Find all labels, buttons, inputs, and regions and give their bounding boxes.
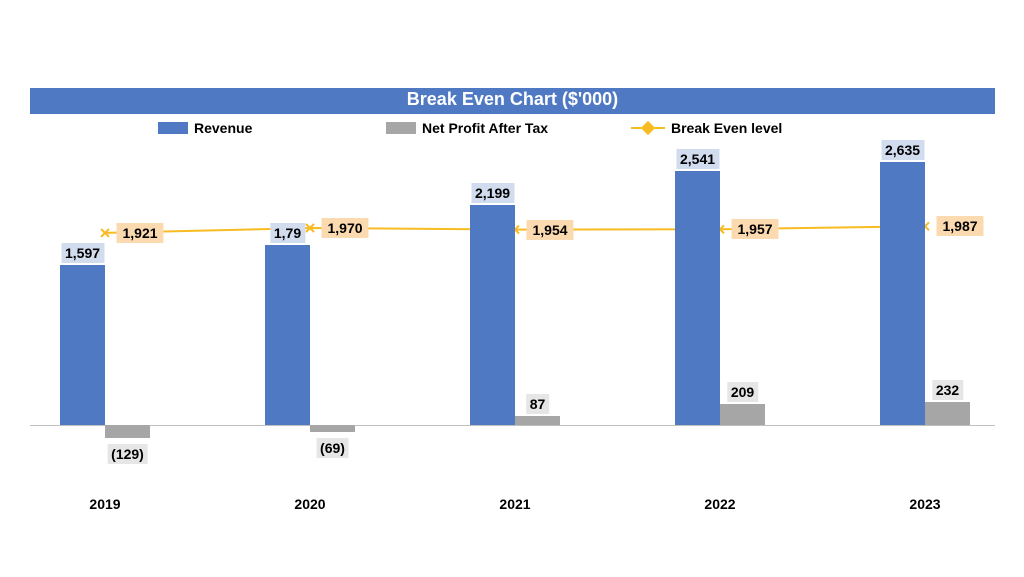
bar-revenue-2023: [880, 162, 925, 426]
label-revenue-2021: 2,199: [471, 183, 514, 203]
label-netprofit-2023: 232: [932, 380, 963, 400]
bar-netprofit-2019: [105, 425, 150, 438]
label-breakeven-2019: 1,921: [116, 223, 163, 243]
label-revenue-2020: 1,79: [270, 223, 305, 243]
plot-area: 1,597(129)1,79(69)2,199872,5412092,63523…: [30, 150, 995, 460]
label-netprofit-2021: 87: [526, 394, 550, 414]
legend-swatch-break-even: [631, 122, 665, 134]
chart-title: Break Even Chart ($'000): [30, 88, 995, 114]
label-breakeven-2020: 1,970: [321, 218, 368, 238]
label-netprofit-2019: (129): [107, 444, 148, 464]
legend-label-net-profit: Net Profit After Tax: [422, 120, 548, 136]
label-breakeven-2021: 1,954: [526, 220, 573, 240]
bar-revenue-2021: [470, 205, 515, 425]
bar-revenue-2022: [675, 171, 720, 425]
bar-revenue-2019: [60, 265, 105, 425]
x-label-2020: 2020: [294, 496, 325, 512]
legend-swatch-revenue: [158, 122, 188, 134]
legend-revenue: Revenue: [158, 120, 252, 136]
label-breakeven-2022: 1,957: [731, 219, 778, 239]
label-revenue-2019: 1,597: [61, 243, 104, 263]
x-label-2022: 2022: [704, 496, 735, 512]
break-even-chart: Break Even Chart ($'000) Revenue Net Pro…: [0, 0, 1024, 577]
x-label-2021: 2021: [499, 496, 530, 512]
legend-net-profit: Net Profit After Tax: [386, 120, 548, 136]
label-netprofit-2022: 209: [727, 382, 758, 402]
label-breakeven-2023: 1,987: [936, 216, 983, 236]
bar-netprofit-2022: [720, 404, 765, 425]
legend-swatch-net-profit: [386, 122, 416, 134]
bar-netprofit-2021: [515, 416, 560, 425]
x-label-2023: 2023: [909, 496, 940, 512]
legend-break-even: Break Even level: [631, 120, 782, 136]
legend-label-revenue: Revenue: [194, 120, 252, 136]
legend-label-break-even: Break Even level: [671, 120, 782, 136]
x-label-2019: 2019: [89, 496, 120, 512]
bar-revenue-2020: [265, 245, 310, 425]
label-revenue-2022: 2,541: [676, 149, 719, 169]
bar-netprofit-2023: [925, 402, 970, 425]
label-netprofit-2020: (69): [316, 438, 349, 458]
x-axis-baseline: [30, 425, 995, 426]
bar-netprofit-2020: [310, 425, 355, 432]
label-revenue-2023: 2,635: [881, 140, 924, 160]
